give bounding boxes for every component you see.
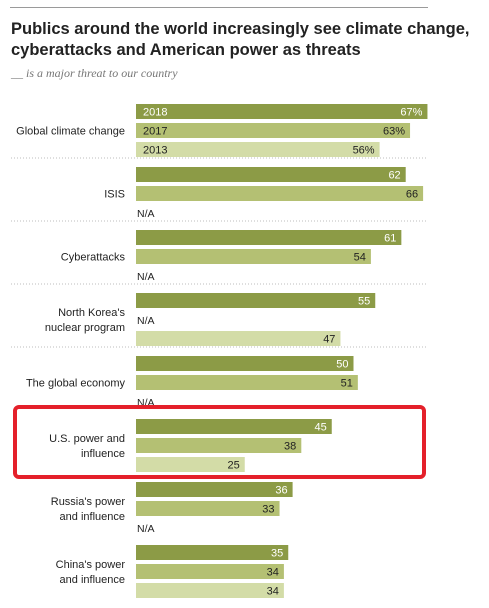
- category-label-cyberattacks: Cyberattacks: [61, 252, 126, 264]
- value-label-isis-2018: 62: [388, 170, 400, 182]
- value-label-russia-s-power-and-influence-2017: 33: [262, 504, 274, 516]
- bar-global-climate-change-2018: [136, 104, 428, 119]
- bar-russia-s-power-and-influence-2018: [136, 482, 293, 497]
- value-label-north-korea-s-nuclear-program-2018: 55: [358, 296, 370, 308]
- value-label-cyberattacks-2017: 54: [354, 252, 366, 264]
- category-label-u-s-power-and-influence: influence: [81, 448, 125, 460]
- category-label-the-global-economy: The global economy: [26, 378, 126, 390]
- bar-north-korea-s-nuclear-program-2018: [136, 293, 376, 308]
- category-label-u-s-power-and-influence: U.S. power and: [49, 433, 125, 445]
- na-label-isis-2013: N/A: [137, 208, 155, 220]
- value-label-u-s-power-and-influence-2013: 25: [228, 460, 240, 472]
- bar-china-s-power-and-influence-2018: [136, 545, 289, 560]
- bar-global-climate-change-2013: [136, 142, 380, 157]
- value-label-u-s-power-and-influence-2017: 38: [284, 441, 296, 453]
- value-label-china-s-power-and-influence-2013: 34: [267, 586, 279, 598]
- na-label-the-global-economy-2013: N/A: [137, 397, 155, 409]
- value-label-cyberattacks-2018: 61: [384, 233, 396, 245]
- na-label-north-korea-s-nuclear-program-2017: N/A: [137, 315, 155, 327]
- value-label-the-global-economy-2018: 50: [336, 359, 348, 371]
- category-label-china-s-power-and-influence: China's power: [56, 559, 126, 571]
- bar-u-s-power-and-influence-2017: [136, 438, 302, 453]
- category-label-china-s-power-and-influence: and influence: [60, 574, 125, 586]
- bar-isis-2018: [136, 167, 406, 182]
- bar-china-s-power-and-influence-2017: [136, 564, 284, 579]
- bar-north-korea-s-nuclear-program-2013: [136, 331, 341, 346]
- bar-isis-2017: [136, 186, 424, 201]
- year-label-2013: 2013: [143, 145, 167, 157]
- value-label-u-s-power-and-influence-2018: 45: [315, 422, 327, 434]
- bar-cyberattacks-2018: [136, 230, 402, 245]
- top-rule: [10, 7, 428, 8]
- bar-u-s-power-and-influence-2018: [136, 419, 332, 434]
- value-label-the-global-economy-2017: 51: [341, 378, 353, 390]
- bar-the-global-economy-2018: [136, 356, 354, 371]
- value-label-north-korea-s-nuclear-program-2013: 47: [323, 334, 335, 346]
- category-label-russia-s-power-and-influence: Russia's power: [51, 496, 126, 508]
- value-label-china-s-power-and-influence-2017: 34: [267, 567, 279, 579]
- chart-title: Publics around the world increasingly se…: [11, 20, 470, 59]
- na-label-cyberattacks-2013: N/A: [137, 271, 155, 283]
- bar-russia-s-power-and-influence-2017: [136, 501, 280, 516]
- bar-cyberattacks-2017: [136, 249, 371, 264]
- category-label-north-korea-s-nuclear-program: North Korea's: [58, 307, 125, 319]
- year-label-2017: 2017: [143, 126, 167, 138]
- value-label-global-climate-change-2017: 63%: [383, 126, 405, 138]
- category-label-north-korea-s-nuclear-program: nuclear program: [45, 322, 125, 334]
- bar-the-global-economy-2017: [136, 375, 358, 390]
- category-label-isis: ISIS: [104, 189, 125, 201]
- bar-china-s-power-and-influence-2013: [136, 583, 284, 598]
- category-label-global-climate-change: Global climate change: [16, 126, 125, 138]
- value-label-russia-s-power-and-influence-2018: 36: [275, 485, 287, 497]
- value-label-china-s-power-and-influence-2018: 35: [271, 548, 283, 560]
- value-label-global-climate-change-2013: 56%: [353, 145, 375, 157]
- year-label-2018: 2018: [143, 107, 167, 119]
- value-label-global-climate-change-2018: 67%: [400, 107, 422, 119]
- bar-u-s-power-and-influence-2013: [136, 457, 245, 472]
- na-label-russia-s-power-and-influence-2013: N/A: [137, 523, 155, 535]
- category-label-russia-s-power-and-influence: and influence: [60, 511, 125, 523]
- chart-subtitle: __ is a major threat to our country: [11, 66, 178, 80]
- value-label-isis-2017: 66: [406, 189, 418, 201]
- bar-global-climate-change-2017: [136, 123, 411, 138]
